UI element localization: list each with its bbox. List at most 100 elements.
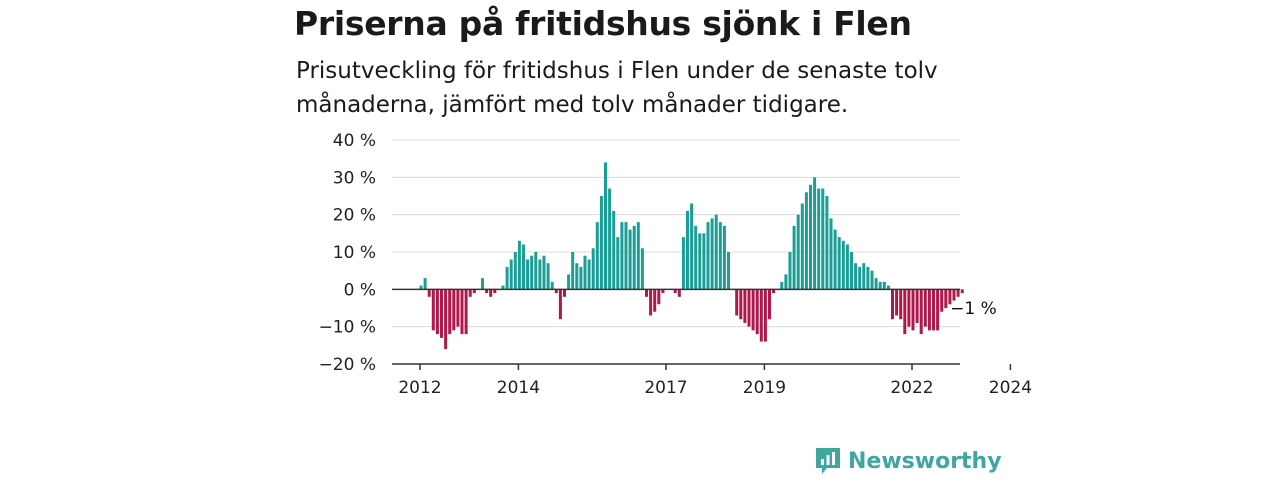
bar	[460, 289, 464, 335]
bar	[858, 266, 862, 290]
bar	[530, 255, 534, 290]
bar	[513, 252, 517, 290]
end-label-halo: −1 %	[950, 299, 997, 319]
bar	[915, 289, 919, 323]
bar	[464, 289, 468, 335]
bar	[681, 237, 685, 290]
bar	[821, 188, 825, 290]
bar	[612, 210, 616, 290]
x-tick-label: 2012	[398, 378, 441, 398]
bar	[727, 252, 730, 290]
bar	[845, 244, 849, 290]
bar	[505, 266, 509, 290]
bar	[677, 289, 681, 297]
bar	[862, 263, 866, 290]
bar	[501, 285, 505, 290]
bar	[595, 222, 599, 290]
bar	[694, 225, 698, 290]
bar	[698, 233, 702, 290]
bar	[616, 237, 620, 290]
bar	[825, 196, 829, 290]
x-tick-label: 2024	[989, 378, 1032, 398]
bar	[788, 252, 792, 290]
bar	[956, 289, 960, 297]
bar	[899, 289, 903, 320]
bar	[538, 259, 542, 290]
bar	[772, 289, 776, 294]
bar	[952, 289, 956, 301]
x-tick-label: 2014	[497, 378, 540, 398]
y-tick-label: 0 %	[344, 280, 376, 300]
bar	[960, 289, 964, 294]
bar	[456, 289, 460, 327]
bar	[493, 289, 497, 294]
bar	[579, 266, 583, 290]
bar	[542, 255, 546, 290]
bar	[431, 289, 435, 331]
y-tick-label: −10 %	[319, 318, 376, 338]
bar	[534, 252, 538, 290]
bar	[751, 289, 755, 331]
bar	[546, 263, 550, 290]
bar	[690, 203, 694, 290]
x-tick-label: 2019	[743, 378, 786, 398]
bar	[796, 214, 800, 290]
bar	[907, 289, 911, 327]
y-tick-label: 30 %	[333, 168, 376, 188]
newsworthy-logo-icon	[816, 448, 840, 474]
bar	[784, 274, 788, 290]
bar	[620, 222, 624, 290]
gridlines	[392, 139, 960, 328]
bar	[427, 289, 431, 297]
bar	[468, 289, 472, 297]
bar	[706, 222, 710, 290]
bar	[657, 289, 661, 305]
bar	[837, 237, 841, 290]
y-tick-label: −20 %	[319, 355, 376, 375]
bar	[448, 289, 452, 335]
bar	[927, 289, 931, 331]
bar	[452, 289, 456, 331]
bar	[489, 289, 493, 297]
bar	[870, 270, 874, 290]
x-axis: 2012 2014 2017 2019 2022 2024	[392, 363, 1032, 398]
bar	[632, 225, 636, 290]
bar	[440, 289, 443, 338]
bar	[563, 289, 566, 297]
bar	[936, 289, 940, 331]
y-tick-label: 10 %	[333, 243, 376, 263]
brand-name: Newsworthy	[848, 448, 1002, 474]
bar	[567, 274, 571, 290]
bar	[932, 289, 935, 331]
x-tick-label: 2017	[644, 378, 687, 398]
bar	[747, 289, 751, 327]
bar	[661, 289, 665, 294]
bar	[571, 252, 575, 290]
bar	[854, 263, 858, 290]
bar	[718, 222, 722, 290]
bar	[804, 192, 808, 290]
bar	[419, 285, 423, 290]
bar	[702, 233, 706, 290]
bars	[419, 162, 964, 350]
chart-title: Priserna på fritidshus sjönk i Flen	[294, 4, 912, 43]
bar	[780, 281, 784, 290]
bar	[509, 259, 513, 290]
bar	[526, 259, 530, 290]
bar	[686, 210, 689, 290]
bar	[558, 289, 562, 320]
brand: Newsworthy	[814, 446, 1002, 476]
bar	[608, 188, 612, 290]
bar	[919, 289, 923, 335]
end-label-group: −1 %−1 %	[948, 297, 999, 321]
y-tick-label: 40 %	[333, 131, 376, 151]
bar	[624, 222, 628, 290]
bar	[878, 281, 882, 290]
bar	[550, 281, 554, 290]
bar	[768, 289, 771, 320]
bar	[882, 281, 886, 290]
bar	[895, 289, 899, 316]
bar	[472, 289, 476, 294]
bar	[604, 162, 607, 290]
bar	[522, 244, 525, 290]
